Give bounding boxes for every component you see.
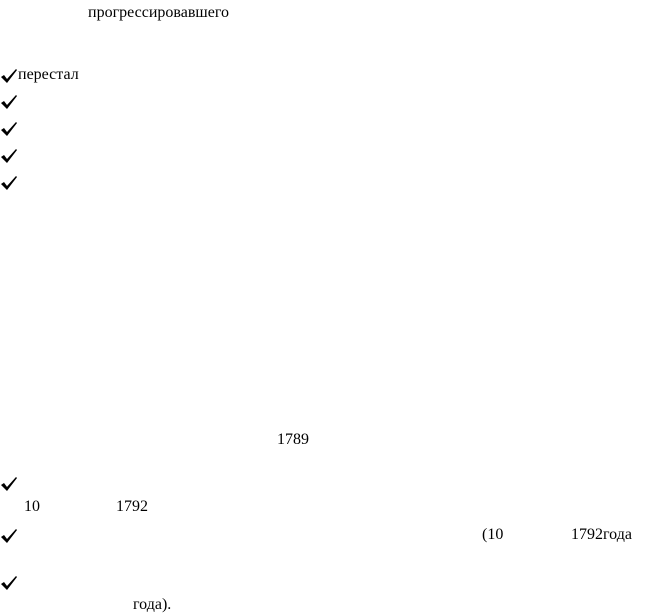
checkmark	[1, 176, 17, 190]
checkmark	[1, 69, 17, 83]
text-fragment: 1792	[116, 498, 148, 515]
checkmark	[1, 529, 17, 543]
text-fragment: перестал	[18, 66, 79, 83]
text-fragment: (10	[482, 526, 504, 543]
text-fragment: 1789	[277, 431, 309, 448]
checkmark	[1, 149, 17, 163]
checkmark	[1, 95, 17, 109]
text-fragment: 10	[24, 498, 40, 515]
text-fragment: 1792года	[571, 526, 632, 543]
text-fragment: прогрессировавшего	[88, 4, 229, 21]
text-fragment: года).	[133, 596, 172, 613]
checkmark	[1, 477, 17, 491]
checkmark	[1, 576, 17, 590]
checkmark	[1, 122, 17, 136]
